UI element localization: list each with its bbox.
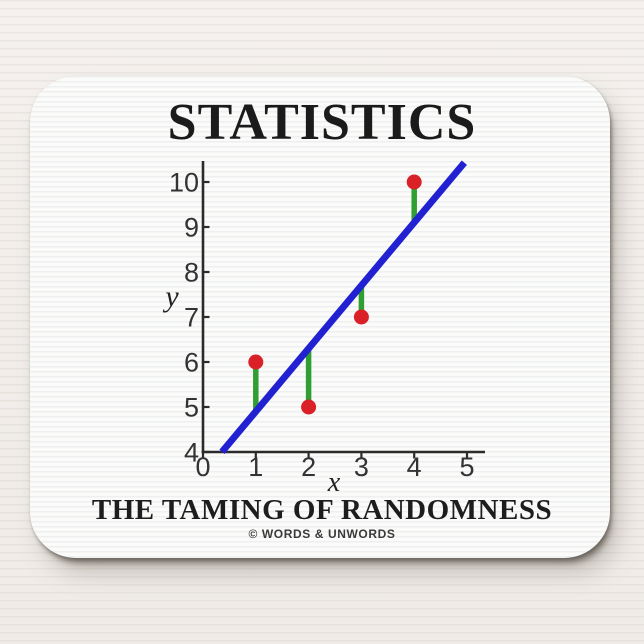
x-tick-label: 2 [301, 452, 316, 482]
y-tick-label: 4 [184, 438, 199, 468]
x-tick-label: 0 [195, 452, 210, 482]
data-point [353, 309, 369, 325]
x-tick-label: 5 [459, 452, 474, 482]
data-point [301, 399, 317, 415]
x-axis-label: x [327, 467, 341, 498]
page-title: STATISTICS [167, 94, 477, 151]
subtitle: THE TAMING OF RANDOMNESS [91, 494, 553, 526]
x-tick-label: 1 [248, 452, 263, 482]
data-point [406, 174, 422, 190]
y-tick-label: 9 [184, 213, 199, 243]
y-tick-label: 7 [184, 303, 199, 333]
y-tick-label: 6 [184, 348, 199, 378]
x-tick-label: 3 [354, 452, 369, 482]
y-tick-label: 10 [169, 168, 199, 198]
data-point [248, 354, 264, 370]
chart-plot-area: 0 1 2 3 4 5 4 5 6 7 8 9 10 y x [162, 160, 485, 498]
mousepad [30, 76, 610, 558]
y-tick-label: 5 [184, 393, 199, 423]
regression-line [219, 160, 467, 455]
regression-chart: 0 1 2 3 4 5 4 5 6 7 8 9 10 y x [150, 150, 510, 500]
y-tick-label: 8 [184, 258, 199, 288]
y-axis-label: y [162, 280, 179, 313]
x-tick-label: 4 [407, 452, 422, 482]
copyright-line: © WORDS & UNWORDS [248, 527, 396, 541]
